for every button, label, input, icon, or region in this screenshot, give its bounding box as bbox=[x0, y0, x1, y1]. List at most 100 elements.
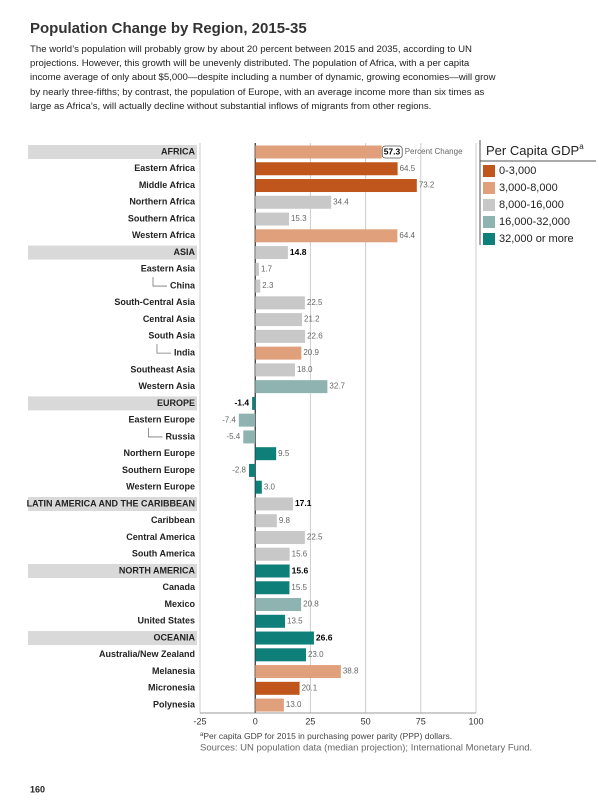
category-label: Australia/New Zealand bbox=[99, 649, 195, 659]
bar bbox=[255, 480, 262, 494]
x-tick-label: -25 bbox=[193, 716, 206, 726]
value-label: 9.5 bbox=[278, 449, 290, 458]
bar bbox=[255, 195, 332, 209]
bar bbox=[255, 530, 305, 544]
value-label: 15.5 bbox=[291, 583, 307, 592]
category-label: Central Asia bbox=[143, 314, 196, 324]
category-label: Russia bbox=[165, 431, 196, 441]
value-label: 15.3 bbox=[291, 214, 307, 223]
bar bbox=[255, 363, 295, 377]
legend-title-text: Per Capita GDP bbox=[486, 143, 579, 158]
value-label: -2.8 bbox=[232, 466, 246, 475]
category-label: South Asia bbox=[148, 331, 196, 341]
x-tick-label: 75 bbox=[416, 716, 426, 726]
value-label: 64.5 bbox=[400, 164, 416, 173]
value-label: 38.8 bbox=[343, 667, 359, 676]
category-label: ASIA bbox=[173, 247, 195, 257]
value-label: 57.3 bbox=[384, 146, 401, 156]
category-label: Western Africa bbox=[132, 230, 196, 240]
bar bbox=[255, 581, 290, 595]
value-label: 34.4 bbox=[333, 197, 349, 206]
value-label: 32.7 bbox=[329, 382, 345, 391]
value-label: 9.8 bbox=[279, 516, 291, 525]
category-label: Western Europe bbox=[126, 482, 195, 492]
value-label: 22.5 bbox=[307, 533, 323, 542]
bar bbox=[255, 598, 302, 612]
value-label: 64.4 bbox=[399, 231, 415, 240]
bar bbox=[255, 229, 398, 243]
x-tick-label: 0 bbox=[253, 716, 258, 726]
category-label: India bbox=[174, 347, 196, 357]
page-number: 160 bbox=[30, 784, 45, 794]
value-label: 18.0 bbox=[297, 365, 313, 374]
bar bbox=[255, 313, 303, 327]
footnote-text: Per capita GDP for 2015 in purchasing po… bbox=[203, 731, 452, 741]
value-label: 22.6 bbox=[307, 331, 323, 340]
bar bbox=[255, 681, 300, 695]
category-label: Northern Europe bbox=[123, 448, 195, 458]
value-label: 17.1 bbox=[295, 498, 312, 508]
category-label: Melanesia bbox=[152, 666, 196, 676]
value-label: -1.4 bbox=[234, 398, 249, 408]
legend-swatch bbox=[483, 233, 495, 245]
category-label: Middle Africa bbox=[139, 180, 196, 190]
category-label: South-Central Asia bbox=[114, 297, 196, 307]
legend-swatch bbox=[483, 165, 495, 177]
value-label: 2.3 bbox=[262, 281, 274, 290]
legend-title-note: a bbox=[579, 142, 584, 151]
bar bbox=[255, 346, 302, 360]
category-label: United States bbox=[137, 616, 195, 626]
source: Sources: UN population data (median proj… bbox=[200, 743, 532, 754]
bar bbox=[255, 380, 328, 394]
bar bbox=[255, 296, 305, 310]
footnote: aPer capita GDP for 2015 in purchasing p… bbox=[200, 731, 452, 741]
value-label: 20.8 bbox=[303, 600, 319, 609]
region-band bbox=[28, 496, 197, 511]
chart-subtitle: The world’s population will probably gro… bbox=[30, 44, 496, 112]
legend-swatch bbox=[483, 182, 495, 194]
connector bbox=[156, 344, 171, 354]
category-label: Southern Africa bbox=[128, 213, 196, 223]
category-label: China bbox=[170, 280, 196, 290]
bar bbox=[249, 463, 256, 477]
bar bbox=[255, 564, 290, 578]
legend-title: Per Capita GDPa bbox=[486, 142, 584, 158]
region-band bbox=[28, 145, 197, 159]
category-label: Polynesia bbox=[153, 699, 196, 709]
value-label: 13.0 bbox=[286, 700, 302, 709]
connector bbox=[148, 427, 163, 438]
chart-title: Population Change by Region, 2015-35 bbox=[30, 20, 307, 37]
category-label: AFRICA bbox=[161, 146, 195, 156]
bar bbox=[255, 614, 286, 628]
bar bbox=[238, 413, 256, 427]
bar bbox=[255, 279, 261, 293]
value-label: 1.7 bbox=[261, 264, 273, 273]
bar bbox=[255, 162, 398, 176]
category-label: Southern Europe bbox=[122, 465, 195, 475]
bar bbox=[255, 648, 306, 662]
value-label: 15.6 bbox=[292, 565, 309, 575]
category-label: Central America bbox=[126, 532, 196, 542]
bar bbox=[255, 246, 288, 260]
bar bbox=[255, 329, 306, 343]
legend-swatch bbox=[483, 199, 495, 211]
value-label: 20.9 bbox=[303, 348, 319, 357]
region-band bbox=[28, 396, 197, 411]
category-label: Canada bbox=[162, 582, 196, 592]
category-label: OCEANIA bbox=[153, 632, 195, 642]
value-label: 14.8 bbox=[290, 247, 307, 257]
x-tick-label: 50 bbox=[361, 716, 371, 726]
category-label: Micronesia bbox=[148, 683, 196, 693]
legend-label: 32,000 or more bbox=[499, 233, 574, 245]
category-label: Mexico bbox=[164, 599, 195, 609]
bar bbox=[255, 212, 289, 226]
legend-label: 0-3,000 bbox=[499, 165, 536, 177]
region-band bbox=[28, 564, 197, 578]
legend-label: 3,000-8,000 bbox=[499, 182, 558, 194]
connector bbox=[152, 277, 167, 287]
value-label-box bbox=[381, 145, 403, 159]
value-label: 73.2 bbox=[419, 181, 435, 190]
category-label: Southeast Asia bbox=[130, 364, 196, 374]
category-label: NORTH AMERICA bbox=[119, 565, 196, 575]
